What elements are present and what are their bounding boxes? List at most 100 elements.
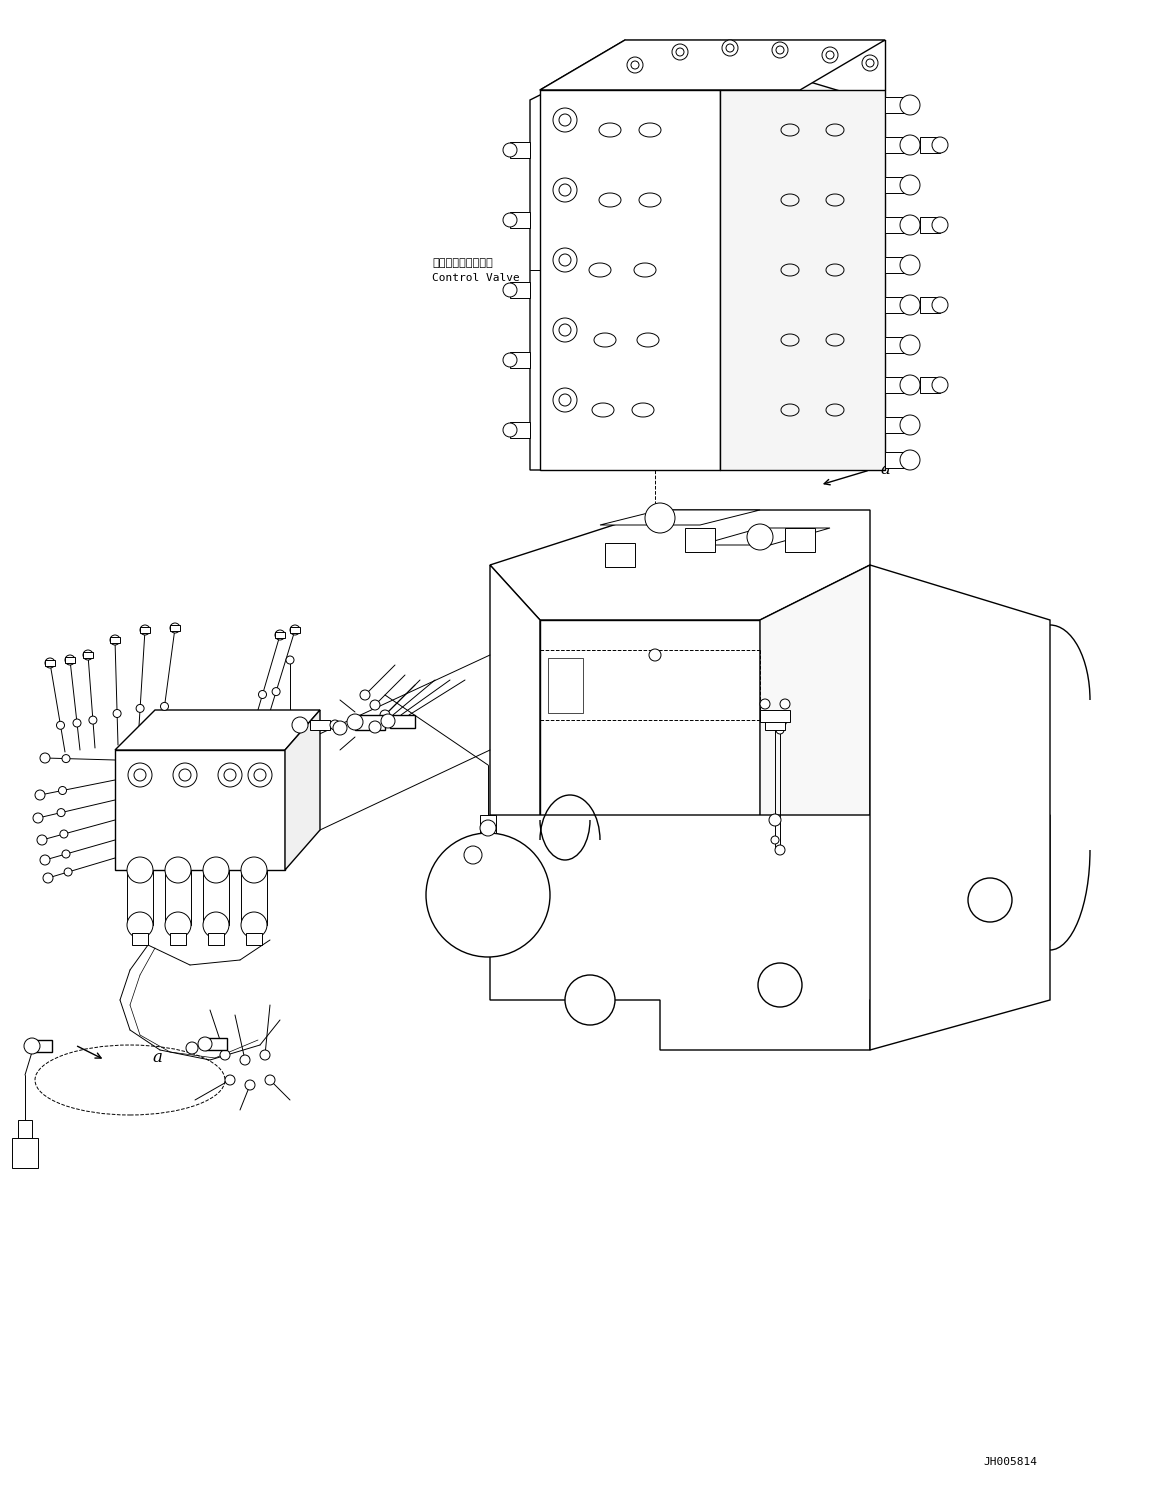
Circle shape [62,850,70,857]
Bar [241,871,267,924]
Circle shape [676,48,684,57]
Circle shape [198,1038,213,1051]
Circle shape [347,714,363,731]
Circle shape [34,790,45,801]
Text: Control Valve: Control Valve [432,273,519,283]
Bar [885,297,910,313]
Circle shape [74,719,80,728]
Bar [885,97,910,113]
Circle shape [333,722,347,735]
Polygon shape [700,528,830,546]
Bar [275,632,285,638]
Circle shape [560,394,571,406]
Circle shape [203,912,229,938]
Circle shape [260,1050,270,1060]
Bar [759,710,791,722]
Bar [205,1038,228,1050]
Bar [885,377,910,394]
Bar [510,142,530,158]
Polygon shape [540,89,720,470]
Bar [548,658,583,713]
Bar [785,528,815,552]
Text: a: a [152,1050,162,1066]
Circle shape [275,631,285,640]
Circle shape [649,649,661,661]
Bar [246,933,262,945]
Circle shape [128,912,153,938]
Circle shape [219,1050,230,1060]
Circle shape [59,786,67,795]
Bar [132,933,148,945]
Circle shape [774,845,785,854]
Circle shape [179,769,191,781]
Circle shape [862,55,878,72]
Circle shape [136,704,144,713]
Bar [170,933,186,945]
Bar [885,177,910,192]
Bar [290,628,300,634]
Polygon shape [489,565,540,871]
Circle shape [128,857,153,883]
Circle shape [286,656,294,663]
Bar [685,528,715,552]
Circle shape [43,874,53,883]
Bar [510,352,530,368]
Circle shape [40,854,51,865]
Circle shape [330,720,340,731]
Bar [480,816,496,833]
Circle shape [503,353,517,367]
Bar [606,543,635,567]
Circle shape [426,833,550,957]
Bar [170,625,180,631]
Circle shape [560,113,571,127]
Circle shape [380,710,390,720]
Bar [32,1041,52,1053]
Circle shape [241,857,267,883]
Circle shape [900,450,920,470]
Polygon shape [489,510,870,620]
Circle shape [503,213,517,227]
Bar [110,637,119,643]
Circle shape [45,658,55,668]
Circle shape [560,253,571,265]
Circle shape [780,699,791,710]
Circle shape [759,699,770,710]
Circle shape [57,808,65,817]
Circle shape [769,814,781,826]
Circle shape [631,61,639,69]
Bar [203,871,229,924]
Bar [390,716,415,728]
Polygon shape [759,565,870,871]
Circle shape [932,377,948,394]
Circle shape [822,48,838,63]
Bar [765,720,785,731]
Bar [510,282,530,298]
Bar [128,871,153,924]
Polygon shape [720,89,885,470]
Circle shape [240,1056,250,1065]
Circle shape [900,255,920,274]
Circle shape [900,295,920,315]
Bar [885,452,910,468]
Polygon shape [530,55,720,470]
Circle shape [553,318,577,341]
Circle shape [83,650,93,661]
Circle shape [33,813,43,823]
Circle shape [248,763,272,787]
Bar [165,871,191,924]
Circle shape [186,1042,198,1054]
Circle shape [64,868,72,877]
Bar [65,658,75,663]
Bar [920,218,940,233]
Circle shape [272,687,280,696]
Polygon shape [720,55,870,470]
Circle shape [165,857,191,883]
Polygon shape [115,750,285,871]
Text: a: a [880,462,889,479]
Circle shape [225,1075,236,1085]
Circle shape [360,690,370,699]
Bar [355,716,385,731]
Polygon shape [285,710,321,871]
Circle shape [173,763,196,787]
Circle shape [128,763,152,787]
